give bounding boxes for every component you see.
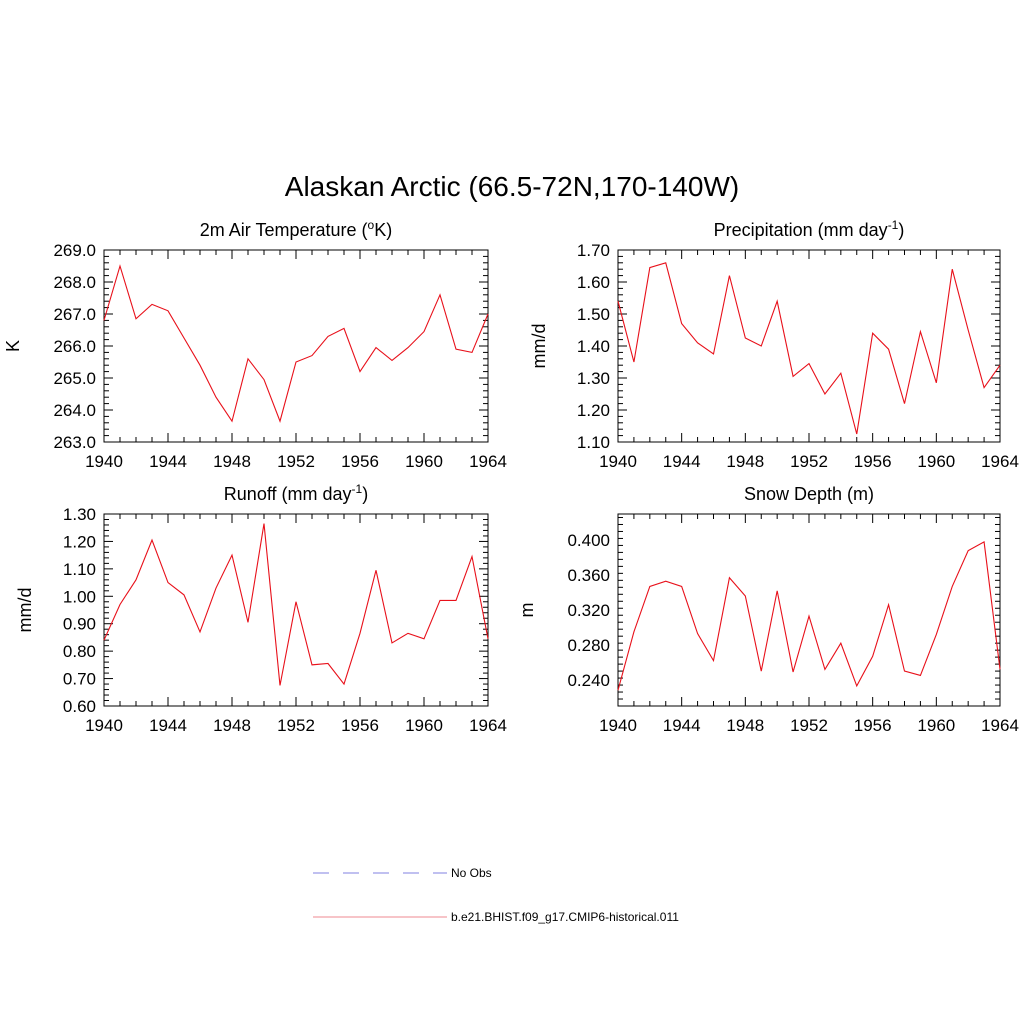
y-tick-label: 1.50 (577, 305, 610, 324)
legend-label: No Obs (451, 866, 492, 880)
y-tick-label: 265.0 (53, 369, 96, 388)
y-tick-label: 0.320 (567, 601, 610, 620)
x-tick-label: 1940 (85, 452, 123, 471)
panel-title-suffix: ) (362, 484, 368, 504)
x-tick-label: 1944 (149, 452, 187, 471)
figure-title: Alaskan Arctic (66.5-72N,170-140W) (285, 171, 739, 202)
panel-title-superscript: o (368, 218, 375, 232)
legend: No Obs b.e21.BHIST.f09_g17.CMIP6-historic… (313, 866, 679, 924)
x-tick-label: 1952 (277, 716, 315, 735)
panel-3: Runoff (mm day-1) 1940 1944 1948 1952 1956 196… (15, 482, 507, 735)
panel-title: 2m Air Temperature (oK) (200, 218, 392, 240)
x-tick-label: 1948 (726, 452, 764, 471)
y-tick-label: 1.20 (577, 401, 610, 420)
y-tick-label: 0.400 (567, 531, 610, 550)
panel-2: Precipitation (mm day-1) 1940 1944 1948 1952… (529, 218, 1019, 471)
x-tick-label: 1952 (277, 452, 315, 471)
x-tick-label: 1960 (917, 452, 955, 471)
panel-title-main: 2m Air Temperature ( (200, 220, 368, 240)
y-axis-label: K (3, 340, 23, 352)
panel-title: Snow Depth (m) (744, 484, 874, 504)
x-tick-label: 1948 (213, 452, 251, 471)
panel-1: 2m Air Temperature (oK) 1940 1944 1948 1952 1… (3, 218, 507, 471)
y-tick-label: 1.10 (63, 560, 96, 579)
y-tick-label: 1.20 (63, 532, 96, 551)
y-tick-label: 0.70 (63, 670, 96, 689)
panel-4: Snow Depth (m) 1940 1944 1948 1952 1956 1960 19… (517, 484, 1019, 735)
x-tick-label: 1964 (469, 716, 507, 735)
x-tick-label: 1948 (726, 716, 764, 735)
panel-title: Precipitation (mm day-1) (714, 218, 905, 240)
x-tick-label: 1956 (854, 452, 892, 471)
y-axis-label: mm/d (529, 324, 549, 369)
series-line-1 (103, 523, 489, 686)
panel-title-superscript: -1 (352, 482, 363, 496)
x-tick-label: 1960 (917, 716, 955, 735)
y-tick-label: 0.90 (63, 615, 96, 634)
panel-title-suffix: K) (374, 220, 392, 240)
x-tick-label: 1944 (663, 452, 701, 471)
plot-frame (103, 249, 489, 443)
y-tick-label: 1.10 (577, 433, 610, 452)
y-tick-label: 1.30 (63, 505, 96, 524)
series-line-1 (617, 262, 1001, 435)
y-tick-label: 267.0 (53, 305, 96, 324)
y-tick-label: 0.360 (567, 566, 610, 585)
y-tick-label: 268.0 (53, 273, 96, 292)
x-tick-label: 1940 (85, 716, 123, 735)
y-tick-label: 1.00 (63, 587, 96, 606)
panel-title-main: Precipitation (mm day (714, 220, 888, 240)
y-axis-label: mm/d (15, 588, 35, 633)
x-tick-label: 1960 (405, 452, 443, 471)
y-tick-label: 1.60 (577, 273, 610, 292)
x-tick-label: 1964 (469, 452, 507, 471)
y-tick-label: 266.0 (53, 337, 96, 356)
series-line-1 (617, 541, 1001, 691)
panel-title-superscript: -1 (888, 218, 899, 232)
x-tick-label: 1956 (341, 452, 379, 471)
x-tick-label: 1960 (405, 716, 443, 735)
x-tick-label: 1956 (341, 716, 379, 735)
panel-title-suffix: ) (898, 220, 904, 240)
x-tick-label: 1948 (213, 716, 251, 735)
panel-title-main: Snow Depth (m) (744, 484, 874, 504)
panels: 2m Air Temperature (oK)1940 1944 1948 1952 1… (3, 218, 1019, 735)
plot-frame (617, 513, 1001, 707)
x-tick-label: 1964 (981, 452, 1019, 471)
plot-frame (617, 249, 1001, 443)
y-tick-label: 1.40 (577, 337, 610, 356)
y-tick-label: 0.80 (63, 642, 96, 661)
panel-title-main: Runoff (mm day (224, 484, 352, 504)
y-tick-label: 263.0 (53, 433, 96, 452)
x-tick-label: 1956 (854, 716, 892, 735)
legend-entry-2: b.e21.BHIST.f09_g17.CMIP6-historical.011 (313, 910, 679, 924)
panel-title: Runoff (mm day-1) (224, 482, 368, 504)
x-tick-label: 1952 (790, 716, 828, 735)
y-tick-label: 269.0 (53, 241, 96, 260)
plot-frame (103, 513, 489, 707)
x-tick-label: 1952 (790, 452, 828, 471)
x-tick-label: 1944 (149, 716, 187, 735)
y-tick-label: 264.0 (53, 401, 96, 420)
x-tick-label: 1940 (599, 716, 637, 735)
x-tick-label: 1940 (599, 452, 637, 471)
y-tick-label: 0.280 (567, 636, 610, 655)
y-axis-label: m (517, 603, 537, 618)
y-tick-label: 1.70 (577, 241, 610, 260)
x-tick-label: 1964 (981, 716, 1019, 735)
y-tick-label: 1.30 (577, 369, 610, 388)
y-tick-label: 0.60 (63, 697, 96, 716)
legend-label: b.e21.BHIST.f09_g17.CMIP6-historical.011 (451, 910, 679, 924)
y-tick-label: 0.240 (567, 671, 610, 690)
x-tick-label: 1944 (663, 716, 701, 735)
series-line-1 (103, 264, 489, 423)
legend-entry-1: No Obs (313, 866, 492, 880)
